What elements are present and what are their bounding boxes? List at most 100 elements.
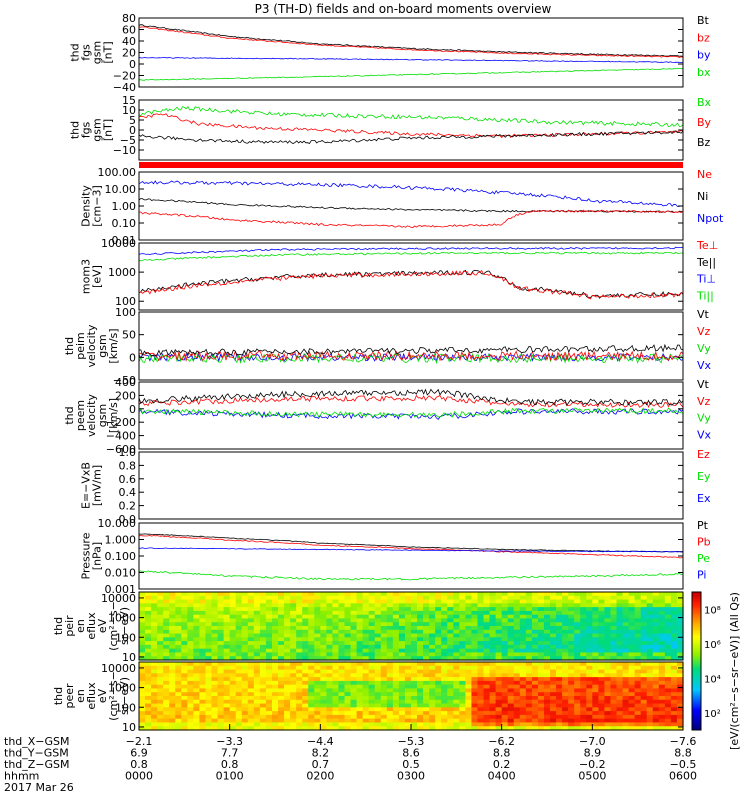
spectrogram-cell [344,629,352,635]
spectrogram-cell [223,699,231,705]
spectrogram-cell [652,665,660,671]
spectrogram-cell [604,607,612,612]
spectrogram-cell [169,610,176,616]
spectrogram-cell [604,669,612,674]
spectrogram-cell [622,633,630,638]
spectrogram-cell [320,603,327,608]
spectrogram-cell [574,603,581,608]
spectrogram-cell [296,718,303,724]
spectrogram-cell [398,626,406,631]
spectrogram-cell [211,699,219,705]
spectrogram-cell [646,599,654,604]
spectrogram-cell [235,614,243,620]
spectrogram-cell [181,673,188,678]
spectrogram-cell [471,684,479,690]
spectrogram-cell [417,722,424,727]
spectrogram-cell [247,652,255,657]
spectrogram-cell [145,614,152,620]
spectrogram-cell [574,626,581,631]
spectrogram-cell [392,599,400,604]
colorbar-segment [692,656,701,660]
spectrogram-cell [157,692,164,697]
spectrogram-cell [314,652,321,657]
spectrogram-cell [163,665,170,671]
spectrogram-cell [628,673,636,678]
spectrogram-cell [380,656,388,661]
spectrogram-cell [417,665,424,671]
spectrogram-cell [284,703,291,708]
spectrogram-cell [610,726,618,731]
spectrogram-cell [344,637,352,642]
spectrogram-cell [598,711,606,716]
spectrogram-cell [513,626,521,631]
spectrogram-cell [193,626,201,631]
spectrogram-cell [265,644,273,650]
spectrogram-cell [362,641,370,646]
spectrogram-cell [489,629,497,635]
spectrogram-cell [543,641,551,646]
spectrogram-cell [344,692,352,697]
spectrogram-cell [344,722,352,727]
spectrogram-cell [646,662,654,667]
spectrogram-cell [411,607,418,612]
spectrogram-cell [568,677,575,682]
spectrogram-cell [453,633,460,638]
spectrogram-cell [326,626,334,631]
spectrogram-cell [483,684,491,690]
spectrogram-cell [163,610,170,616]
spectrogram-cell [320,644,327,650]
legend-entry: Vt [697,308,710,321]
spectrogram-cell [392,665,400,671]
spectrogram-cell [477,688,485,693]
spectrogram-cell [447,703,454,708]
spectrogram-cell [465,607,473,612]
spectrogram-cell [580,648,587,654]
spectrogram-cell [640,614,648,620]
spectrogram-cell [634,703,642,708]
spectrogram-cell [296,656,303,661]
spectrogram-cell [247,680,255,686]
spectrogram-cell [477,684,485,690]
spectrogram-cell [652,603,660,608]
spectrogram-cell [211,718,219,724]
spectrogram-cell [380,703,388,708]
spectrogram-cell [507,662,515,667]
spectrogram-cell [483,673,491,678]
spectrogram-cell [326,703,334,708]
series-line-Bx [138,106,684,128]
spectrogram-cell [586,684,593,690]
spectrogram-cell [622,599,630,604]
spectrogram-cell [211,707,219,712]
spectrogram-cell [290,677,297,682]
spectrogram-cell [151,633,158,638]
spectrogram-cell [175,665,182,671]
spectrogram-cell [646,726,654,731]
y-tick-label: 400 [115,376,136,389]
spectrogram-cell [398,637,406,642]
spectrogram-cell [483,644,491,650]
spectrogram-cell [568,722,575,727]
spectrogram-cell [489,696,497,701]
spectrogram-cell [211,669,219,674]
spectrogram-cell [556,656,563,661]
spectrogram-cell [175,652,182,657]
spectrogram-cell [217,595,225,601]
spectrogram-cell [658,688,666,693]
y-axis-label: gsm [96,404,109,427]
spectrogram-cell [556,692,563,697]
spectrogram-cell [398,711,406,716]
spectrogram-cell [241,622,249,627]
spectrogram-cell [489,610,497,616]
spectrogram-cell [598,726,606,731]
spectrogram-cell [278,648,285,654]
spectrogram-cell [417,718,424,724]
legend-entry: Ti|| [696,289,714,302]
spectrogram-cell [157,688,164,693]
colorbar-segment [692,605,701,609]
spectrogram-cell [628,711,636,716]
spectrogram-cell [205,637,213,642]
spectrogram-cell [477,680,485,686]
spectrogram-cell [658,648,666,654]
y-axis-label: en [74,619,87,633]
spectrogram-cell [193,595,201,601]
